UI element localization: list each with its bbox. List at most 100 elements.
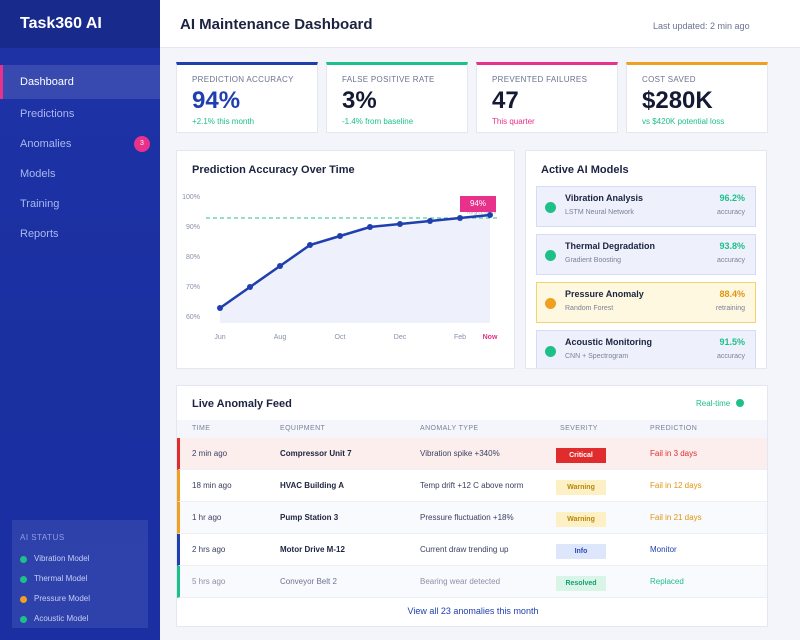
table-row[interactable]: 1 hr ago Pump Station 3 Pressure fluctuati…	[177, 502, 767, 534]
cell-anomaly: Current draw trending up	[420, 545, 509, 554]
point	[247, 284, 253, 290]
severity-badge: Warning	[556, 512, 606, 527]
cell-time: 2 hrs ago	[192, 545, 226, 554]
point	[397, 221, 403, 227]
y-tick-label: 60%	[186, 314, 200, 321]
models-title: Active AI Models	[541, 164, 629, 176]
model-item[interactable]: Acoustic Monitoring CNN + Spectrogram 91.5…	[536, 330, 756, 368]
model-status: accuracy	[716, 209, 745, 216]
model-accuracy: 91.5%	[719, 337, 745, 347]
status-title: AI STATUS	[20, 533, 65, 542]
kpi-value: $280K	[642, 87, 713, 114]
nav-label: Reports	[20, 228, 59, 240]
severity-badge: Critical	[556, 448, 606, 463]
line	[219, 213, 491, 310]
severity-badge: Info	[556, 544, 606, 559]
brand: Task360 AI	[20, 15, 102, 32]
kpi-value: 3%	[342, 87, 377, 114]
value-label: 94%	[470, 199, 486, 208]
cell-time: 2 min ago	[192, 449, 228, 458]
model-item[interactable]: Vibration Analysis LSTM Neural Network 96.…	[536, 186, 756, 227]
model-status: accuracy	[716, 353, 745, 360]
line-chart: Prediction Accuracy Over Time 60% 70% 80% 90…	[182, 164, 498, 341]
model-type: CNN + Spectrogram	[565, 353, 629, 360]
status-dot	[20, 596, 27, 603]
nav-item[interactable]: Dashboard	[0, 65, 160, 99]
status-item: Acoustic Model	[34, 614, 89, 623]
model-type: Random Forest	[565, 305, 614, 312]
table-row[interactable]: 2 hrs ago Motor Drive M-12 Current draw tr…	[177, 534, 767, 566]
column-header: EQUIPMENT	[280, 425, 326, 432]
point	[427, 218, 433, 224]
nav-label: Models	[20, 168, 56, 180]
nav-label: Training	[20, 198, 60, 210]
cell-anomaly: Temp drift +12 C above norm	[420, 481, 524, 490]
model-dot	[545, 250, 556, 261]
nav-item[interactable]: Anomalies 3	[0, 129, 160, 159]
kpi-change: vs $420K potential loss	[642, 117, 725, 126]
kpi-change: This quarter	[492, 117, 535, 126]
kpi-label: FALSE POSITIVE RATE	[342, 75, 435, 84]
kpi-value: 94%	[192, 87, 241, 114]
nav-label: Dashboard	[20, 76, 74, 88]
status-dot	[20, 556, 27, 563]
point	[337, 233, 343, 239]
model-dot	[545, 346, 556, 357]
kpi-value: 47	[492, 87, 519, 114]
target-label: Target 93%	[466, 210, 497, 216]
header-title: AI Maintenance Dashboard	[180, 16, 373, 33]
header	[160, 0, 800, 48]
cell-time: 1 hr ago	[192, 513, 222, 522]
status-box: AI STATUS Vibration Model Thermal Model Pre…	[12, 520, 148, 628]
cell-time: 5 hrs ago	[192, 577, 226, 586]
feed-title: Live Anomaly Feed	[192, 398, 292, 410]
model-accuracy: 88.4%	[719, 289, 745, 299]
nav-item[interactable]: Models	[0, 159, 160, 189]
chart-card: Prediction Accuracy Over Time 60% 70% 80% 90…	[176, 150, 515, 369]
status-item: Pressure Model	[34, 594, 91, 603]
y-tick-label: 80%	[186, 254, 200, 261]
brand-band	[0, 0, 160, 48]
header-updated: Last updated: 2 min ago	[653, 21, 750, 31]
model-item[interactable]: Pressure Anomaly Random Forest 88.4% retrai…	[536, 282, 756, 323]
column-header: TIME	[192, 425, 211, 432]
kpi-card: FALSE POSITIVE RATE 3% -1.4% from baseline	[326, 62, 468, 133]
model-name: Pressure Anomaly	[565, 289, 644, 299]
y-tick-label: 90%	[186, 224, 200, 231]
model-status: accuracy	[716, 257, 745, 264]
cell-equipment: Pump Station 3	[280, 513, 339, 522]
model-dot	[545, 202, 556, 213]
table-row[interactable]: 5 hrs ago Conveyor Belt 2 Bearing wear det…	[177, 566, 767, 598]
nav-item[interactable]: Reports	[0, 219, 160, 249]
value-label-box	[460, 196, 496, 212]
model-accuracy: 96.2%	[719, 193, 745, 203]
model-name: Thermal Degradation	[565, 241, 656, 251]
x-tick-label: Jun	[214, 334, 225, 341]
nav-item[interactable]: Training	[0, 189, 160, 219]
x-tick-label: Dec	[394, 334, 407, 341]
y-tick-label: 70%	[186, 284, 200, 291]
table-header	[177, 420, 767, 438]
sidebar	[0, 0, 160, 640]
point	[457, 215, 463, 221]
feed-footer[interactable]: View all 23 anomalies this month	[407, 606, 539, 616]
kpi-label: PREVENTED FAILURES	[492, 75, 588, 84]
x-tick-label: Aug	[274, 334, 287, 341]
model-name: Vibration Analysis	[565, 193, 644, 203]
status-dot	[20, 616, 27, 623]
point	[277, 263, 283, 269]
cell-prediction: Fail in 21 days	[650, 513, 702, 522]
model-item[interactable]: Thermal Degradation Gradient Boosting 93.8…	[536, 234, 756, 275]
point	[367, 224, 373, 230]
point	[217, 305, 223, 311]
nav-item[interactable]: Predictions	[0, 99, 160, 129]
kpi-label: COST SAVED	[642, 75, 696, 84]
table-row[interactable]: 18 min ago HVAC Building A Temp drift +12 …	[177, 470, 767, 502]
chart-title: Prediction Accuracy Over Time	[192, 164, 355, 176]
status-item: Thermal Model	[34, 574, 88, 583]
column-header: PREDICTION	[650, 425, 698, 432]
nav-label: Anomalies	[20, 138, 72, 150]
table-row[interactable]: 2 min ago Compressor Unit 7 Vibration spik…	[177, 438, 767, 470]
kpi-card: PREDICTION ACCURACY 94% +2.1% this month	[176, 62, 318, 133]
